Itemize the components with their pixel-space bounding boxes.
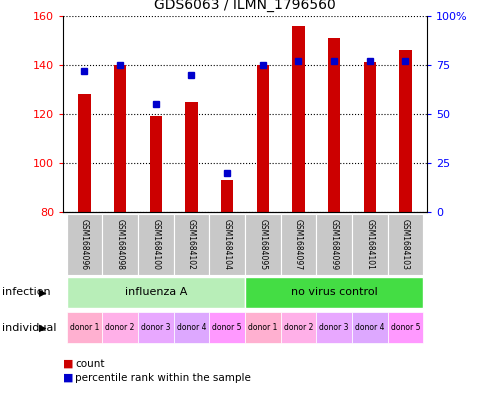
Bar	[114, 65, 126, 212]
Bar	[351, 312, 387, 343]
Text: donor 2: donor 2	[283, 323, 313, 332]
Text: donor 1: donor 1	[247, 323, 277, 332]
Text: count: count	[75, 358, 105, 369]
Bar	[137, 214, 173, 275]
Text: percentile rank within the sample: percentile rank within the sample	[75, 373, 251, 383]
Text: individual: individual	[2, 323, 57, 333]
Bar	[351, 214, 387, 275]
Text: donor 5: donor 5	[390, 323, 419, 332]
Bar	[137, 312, 173, 343]
Bar	[291, 26, 304, 212]
Title: GDS6063 / ILMN_1796560: GDS6063 / ILMN_1796560	[154, 0, 335, 12]
Bar	[256, 65, 269, 212]
Bar	[316, 214, 351, 275]
Text: GSM1684103: GSM1684103	[400, 219, 409, 270]
Text: GSM1684102: GSM1684102	[186, 219, 196, 270]
Bar	[66, 312, 102, 343]
Text: influenza A: influenza A	[124, 287, 186, 298]
Text: GSM1684095: GSM1684095	[257, 219, 267, 270]
Text: donor 5: donor 5	[212, 323, 242, 332]
Bar	[387, 312, 423, 343]
Bar	[280, 312, 316, 343]
Bar	[244, 214, 280, 275]
Text: infection: infection	[2, 287, 51, 298]
Text: GSM1684096: GSM1684096	[80, 219, 89, 270]
Bar	[102, 214, 137, 275]
Bar	[102, 312, 137, 343]
Text: GSM1684100: GSM1684100	[151, 219, 160, 270]
Bar	[185, 102, 197, 212]
Text: ▶: ▶	[39, 287, 46, 298]
Bar	[316, 312, 351, 343]
Text: GSM1684097: GSM1684097	[293, 219, 302, 270]
Text: donor 2: donor 2	[105, 323, 135, 332]
Text: ■: ■	[63, 373, 74, 383]
Bar	[173, 312, 209, 343]
Bar	[66, 277, 244, 308]
Bar	[66, 214, 102, 275]
Bar	[78, 94, 91, 212]
Bar	[149, 116, 162, 212]
Text: GSM1684101: GSM1684101	[364, 219, 374, 270]
Bar	[173, 214, 209, 275]
Bar	[244, 277, 423, 308]
Bar	[327, 38, 340, 212]
Bar	[244, 312, 280, 343]
Bar	[398, 50, 411, 212]
Bar	[209, 214, 244, 275]
Text: donor 4: donor 4	[354, 323, 384, 332]
Text: GSM1684098: GSM1684098	[115, 219, 124, 270]
Text: no virus control: no virus control	[290, 287, 377, 298]
Bar	[387, 214, 423, 275]
Text: GSM1684104: GSM1684104	[222, 219, 231, 270]
Bar	[363, 62, 375, 212]
Bar	[220, 180, 233, 212]
Text: donor 4: donor 4	[176, 323, 206, 332]
Text: ■: ■	[63, 358, 74, 369]
Text: donor 3: donor 3	[318, 323, 348, 332]
Text: GSM1684099: GSM1684099	[329, 219, 338, 270]
Bar	[280, 214, 316, 275]
Text: ▶: ▶	[39, 323, 46, 333]
Text: donor 3: donor 3	[141, 323, 170, 332]
Bar	[209, 312, 244, 343]
Text: donor 1: donor 1	[70, 323, 99, 332]
